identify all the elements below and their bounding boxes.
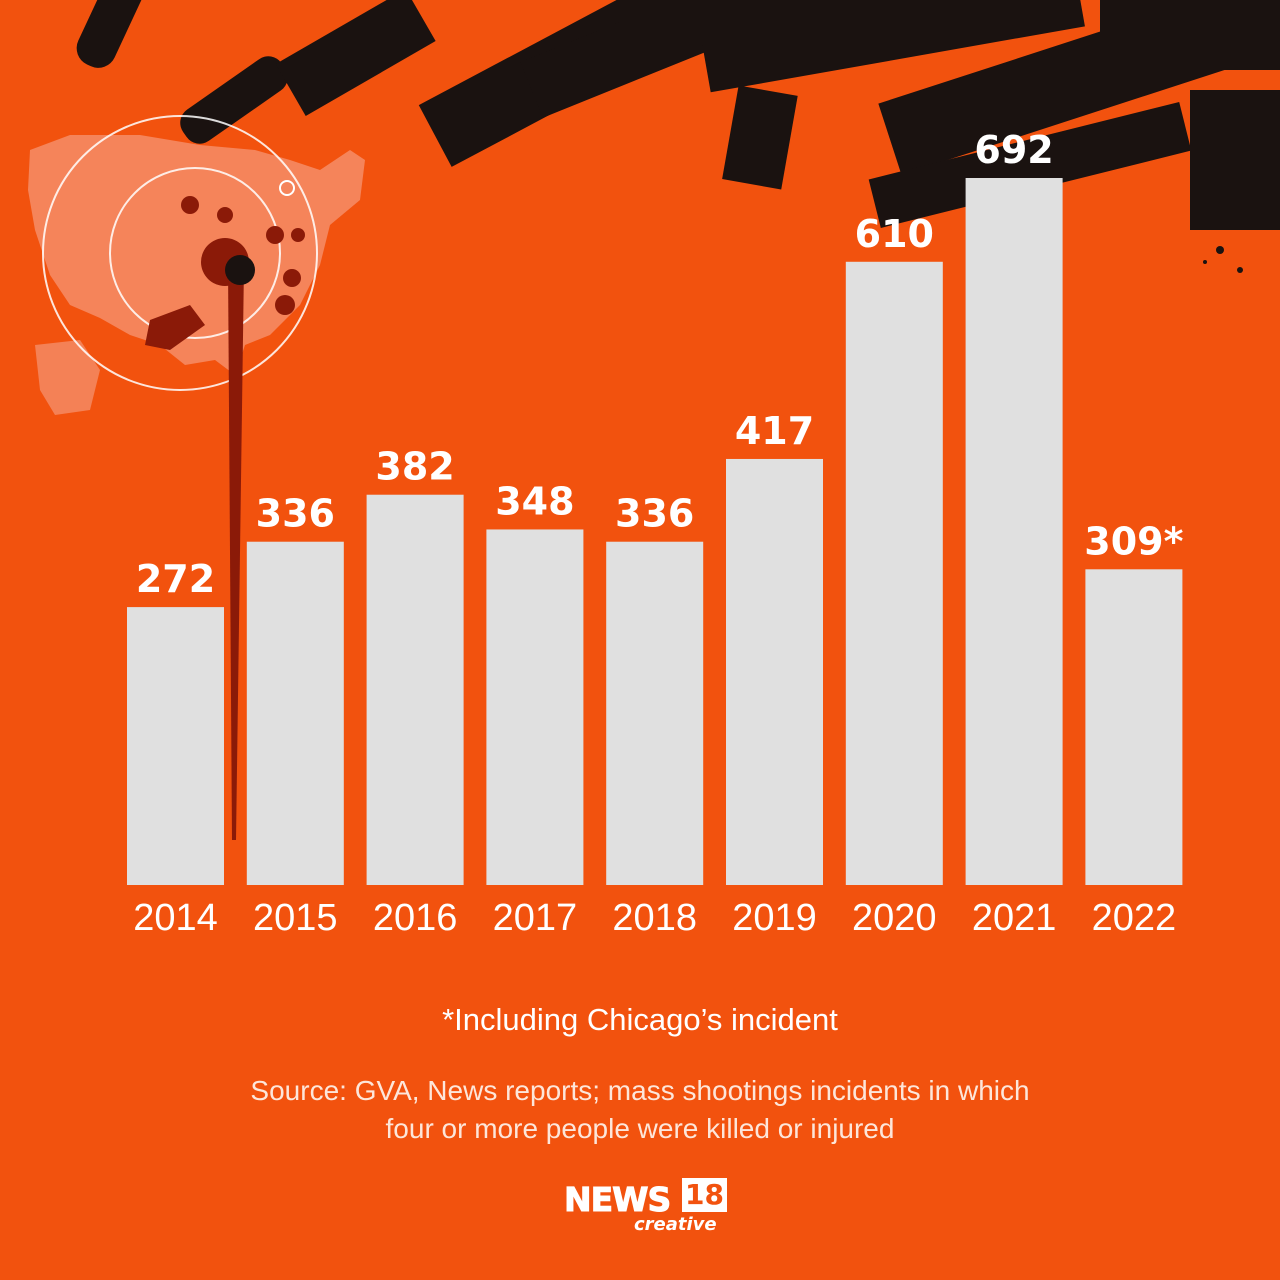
bar-2018 (606, 541, 704, 885)
bar-2014 (127, 607, 224, 885)
x-tick-2017: 2017 (493, 897, 578, 939)
data-label-2020: 610 (855, 212, 934, 256)
data-label-2018: 336 (615, 492, 694, 536)
us-map-target-illustration (28, 115, 365, 840)
data-label-2016: 382 (375, 445, 454, 489)
bar-2020 (845, 261, 943, 885)
x-tick-2016: 2016 (373, 897, 458, 939)
bar-2021 (965, 178, 1063, 885)
bar-2016 (366, 494, 464, 885)
data-label-2015: 336 (256, 492, 335, 536)
source-note: Source: GVA, News reports; mass shooting… (0, 1072, 1280, 1148)
x-tick-2019: 2019 (732, 897, 817, 939)
x-tick-2021: 2021 (972, 897, 1057, 939)
bar-2017 (486, 529, 584, 885)
source-line-1: Source: GVA, News reports; mass shooting… (250, 1075, 1030, 1106)
logo-number: 18 (682, 1178, 727, 1212)
x-tick-2020: 2020 (852, 897, 937, 939)
logo-sub: creative (634, 1214, 717, 1235)
bar-2019 (726, 458, 823, 885)
data-label-2021: 692 (974, 128, 1053, 172)
logo-word: NEWS (563, 1180, 671, 1220)
bar-2015 (246, 541, 344, 885)
data-label-2017: 348 (495, 479, 574, 523)
bar-2022 (1085, 569, 1183, 885)
x-tick-2018: 2018 (612, 897, 697, 939)
data-label-2014: 272 (136, 557, 215, 601)
bars-group: 272 2014 336 2015 382 2016 348 2017 336 2018 417 20… (127, 128, 1184, 939)
guns-illustration (76, 0, 1280, 273)
data-label-2022: 309* (1084, 519, 1183, 563)
x-tick-2015: 2015 (253, 897, 338, 939)
source-line-2: four or more people were killed or injur… (385, 1113, 895, 1144)
x-tick-2022: 2022 (1092, 897, 1177, 939)
footnote: *Including Chicago’s incident (442, 1002, 838, 1037)
x-tick-2014: 2014 (133, 897, 218, 939)
news18-logo: NEWS 18 creative (560, 1178, 727, 1240)
data-label-2019: 417 (735, 409, 814, 453)
